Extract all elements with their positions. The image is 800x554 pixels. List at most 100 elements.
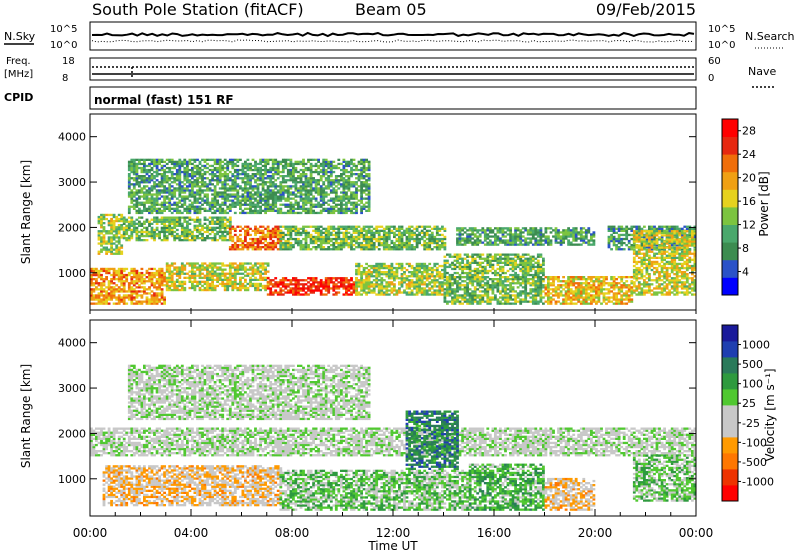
echo-cell bbox=[385, 237, 389, 241]
echo-cell bbox=[433, 225, 437, 228]
echo-cell bbox=[266, 225, 270, 228]
echo-cell bbox=[468, 273, 472, 277]
echo-cell bbox=[276, 233, 280, 237]
echo-cell bbox=[524, 292, 528, 295]
echo-cell bbox=[380, 289, 384, 292]
echo-cell bbox=[584, 294, 588, 297]
echo-cell bbox=[251, 282, 255, 286]
echo-cell bbox=[117, 236, 121, 239]
echo-cell bbox=[524, 290, 528, 293]
echo-cell bbox=[196, 224, 199, 227]
echo-cell bbox=[398, 239, 401, 243]
echo-cell bbox=[430, 293, 434, 296]
echo-cell bbox=[203, 276, 207, 279]
echo-cell bbox=[188, 278, 192, 281]
echo-cell bbox=[382, 246, 386, 249]
echo-cell bbox=[483, 267, 487, 271]
echo-cell bbox=[476, 284, 480, 287]
echo-cell bbox=[632, 260, 636, 264]
echo-cell bbox=[648, 225, 651, 228]
echo-cell bbox=[153, 276, 156, 279]
echo-cell bbox=[110, 232, 113, 235]
echo-cell bbox=[660, 235, 664, 239]
echo-cell bbox=[231, 264, 235, 267]
echo-cell bbox=[228, 216, 232, 219]
echo-cell bbox=[327, 291, 331, 294]
echo-cell bbox=[110, 278, 113, 281]
echo-cell bbox=[410, 244, 414, 247]
echo-cell bbox=[188, 280, 192, 283]
echo-cell bbox=[595, 300, 598, 303]
echo-cell bbox=[393, 227, 396, 230]
echo-cell bbox=[387, 268, 391, 272]
echo-cell bbox=[309, 285, 313, 288]
echo-cell bbox=[400, 277, 404, 280]
echo-cell bbox=[256, 231, 260, 234]
echo-cell bbox=[132, 280, 136, 283]
echo-cell bbox=[365, 229, 368, 232]
echo-cell bbox=[163, 230, 166, 234]
echo-cell bbox=[413, 268, 416, 272]
echo-cell bbox=[143, 280, 146, 283]
echo-cell bbox=[473, 288, 477, 291]
echo-cell bbox=[511, 257, 515, 260]
echo-cell bbox=[405, 239, 409, 243]
echo-cell bbox=[327, 237, 331, 241]
echo-cell bbox=[132, 288, 136, 291]
echo-cell bbox=[173, 224, 177, 227]
echo-cell bbox=[521, 290, 525, 293]
echo-cell bbox=[506, 263, 510, 266]
echo-cell bbox=[675, 246, 679, 249]
echo-cell bbox=[443, 296, 447, 299]
echo-cell bbox=[597, 276, 601, 279]
echo-cell bbox=[130, 269, 134, 273]
echo-cell bbox=[595, 302, 598, 305]
echo-cell bbox=[468, 255, 472, 258]
echo-cell bbox=[107, 280, 111, 283]
echo-cell bbox=[357, 266, 361, 270]
echo-cell bbox=[428, 225, 432, 228]
echo-cell bbox=[115, 240, 119, 243]
echo-cell bbox=[385, 289, 389, 292]
echo-cell bbox=[554, 227, 558, 230]
echo-cell bbox=[395, 244, 399, 247]
echo-cell bbox=[360, 231, 363, 234]
echo-cell bbox=[145, 288, 149, 291]
echo-cell bbox=[140, 228, 144, 232]
echo-cell bbox=[640, 260, 644, 264]
echo-cell bbox=[135, 278, 139, 281]
echo-cell bbox=[261, 264, 265, 267]
echo-cell bbox=[567, 286, 570, 289]
echo-cell bbox=[410, 237, 414, 241]
echo-cell bbox=[170, 216, 174, 219]
echo-cell bbox=[244, 268, 247, 271]
echo-cell bbox=[375, 229, 379, 232]
echo-cell bbox=[193, 228, 197, 232]
echo-cell bbox=[375, 239, 379, 243]
echo-cell bbox=[645, 237, 649, 241]
echo-cell bbox=[552, 235, 555, 238]
echo-cell bbox=[653, 232, 656, 235]
echo-cell bbox=[327, 279, 331, 282]
echo-cell bbox=[241, 276, 245, 279]
echo-cell bbox=[155, 218, 159, 221]
echo-cell bbox=[266, 231, 270, 234]
echo-cell bbox=[241, 262, 245, 265]
echo-cell bbox=[112, 242, 116, 245]
echo-band bbox=[228, 225, 283, 251]
echo-cell bbox=[380, 235, 384, 239]
echo-cell bbox=[153, 267, 156, 271]
echo-cell bbox=[531, 229, 535, 232]
echo-cell bbox=[655, 252, 659, 255]
echo-cell bbox=[637, 277, 641, 280]
echo-cell bbox=[547, 290, 550, 293]
echo-cell bbox=[496, 263, 500, 266]
echo-cell bbox=[630, 225, 634, 228]
echo-cell bbox=[289, 281, 293, 284]
echo-cell bbox=[471, 269, 475, 273]
echo-cell bbox=[261, 272, 265, 275]
echo-cell bbox=[107, 271, 111, 275]
echo-cell bbox=[592, 276, 596, 279]
echo-cell bbox=[521, 265, 525, 269]
echo-cell bbox=[491, 263, 495, 266]
